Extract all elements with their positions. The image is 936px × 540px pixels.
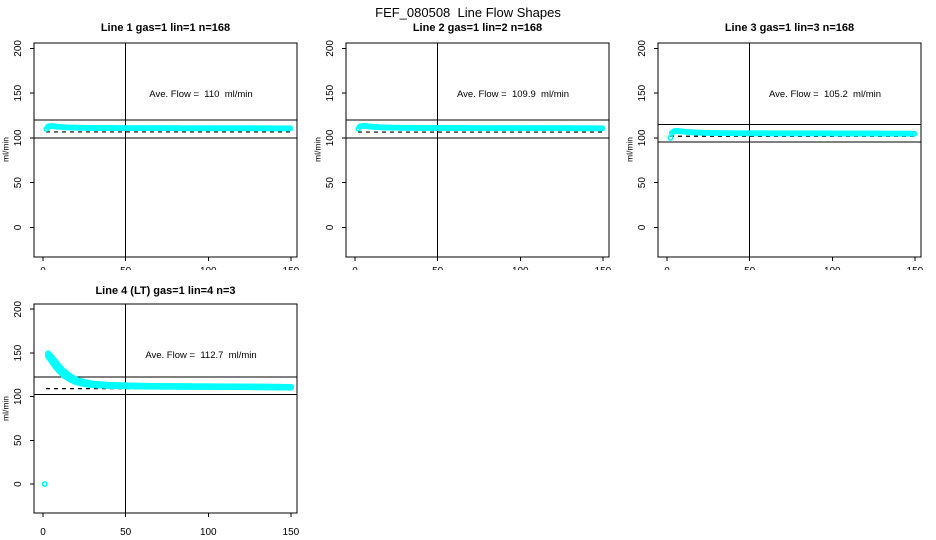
svg-text:200: 200 xyxy=(13,300,24,317)
svg-text:100: 100 xyxy=(200,266,217,270)
svg-text:50: 50 xyxy=(744,266,756,270)
svg-text:100: 100 xyxy=(200,527,217,538)
panel-line-3: Line 3 gas=1 lin=3 n=168 ml/min Ave. Flo… xyxy=(624,0,936,270)
svg-text:0: 0 xyxy=(40,527,46,538)
panel-line-4: Line 4 (LT) gas=1 lin=4 n=3 ml/min Ave. … xyxy=(0,270,312,540)
svg-text:0: 0 xyxy=(325,224,336,230)
svg-text:150: 150 xyxy=(283,266,300,270)
svg-text:0: 0 xyxy=(637,224,648,230)
svg-text:100: 100 xyxy=(637,129,648,146)
ave-flow-annotation: Ave. Flow = 110 ml/min xyxy=(149,89,253,100)
svg-text:200: 200 xyxy=(325,40,336,57)
panel-line-1: Line 1 gas=1 lin=1 n=168 ml/min Ave. Flo… xyxy=(0,0,312,270)
svg-text:150: 150 xyxy=(13,344,24,361)
line3-flow-chart: 0 50 100 150 0 50 100 150 200 xyxy=(637,40,924,270)
svg-text:0: 0 xyxy=(40,266,46,270)
svg-text:50: 50 xyxy=(120,266,132,270)
svg-text:50: 50 xyxy=(13,177,24,189)
svg-text:200: 200 xyxy=(637,40,648,57)
svg-text:100: 100 xyxy=(325,129,336,146)
svg-text:150: 150 xyxy=(325,84,336,101)
svg-text:0: 0 xyxy=(13,224,24,230)
svg-text:50: 50 xyxy=(432,266,444,270)
line1-flow-chart: 0 50 100 150 0 50 100 150 200 xyxy=(13,40,300,270)
svg-text:100: 100 xyxy=(824,266,841,270)
line4-flow-chart: 0 50 100 150 0 50 100 150 200 xyxy=(13,300,300,538)
svg-text:0: 0 xyxy=(352,266,358,270)
panel-title: Line 1 gas=1 lin=1 n=168 xyxy=(100,22,231,34)
panel-line-2: Line 2 gas=1 lin=2 n=168 ml/min Ave. Flo… xyxy=(312,0,624,270)
ave-flow-annotation: Ave. Flow = 109.9 ml/min xyxy=(456,89,570,100)
figure-title: FEF_080508 Line Flow Shapes xyxy=(375,5,561,20)
ave-flow-annotation: Ave. Flow = 105.2 ml/min xyxy=(768,89,882,100)
line2-flow-chart: 0 50 100 150 0 50 100 150 200 xyxy=(325,40,612,270)
svg-text:150: 150 xyxy=(637,84,648,101)
svg-text:0: 0 xyxy=(664,266,670,270)
panel-title: Line 3 gas=1 lin=3 n=168 xyxy=(724,22,855,34)
svg-text:200: 200 xyxy=(13,40,24,57)
svg-text:100: 100 xyxy=(13,129,24,146)
svg-text:150: 150 xyxy=(283,527,300,538)
svg-text:0: 0 xyxy=(13,481,24,487)
panel-title: Line 4 (LT) gas=1 lin=4 n=3 xyxy=(95,285,236,297)
panel-title: Line 2 gas=1 lin=2 n=168 xyxy=(412,22,543,34)
svg-text:150: 150 xyxy=(907,266,924,270)
svg-text:100: 100 xyxy=(13,388,24,405)
svg-text:50: 50 xyxy=(637,177,648,189)
svg-text:50: 50 xyxy=(13,434,24,446)
svg-text:150: 150 xyxy=(595,266,612,270)
svg-text:50: 50 xyxy=(120,527,132,538)
svg-text:50: 50 xyxy=(325,177,336,189)
svg-text:150: 150 xyxy=(13,84,24,101)
ave-flow-annotation: Ave. Flow = 112.7 ml/min xyxy=(145,350,257,361)
svg-text:100: 100 xyxy=(512,266,529,270)
